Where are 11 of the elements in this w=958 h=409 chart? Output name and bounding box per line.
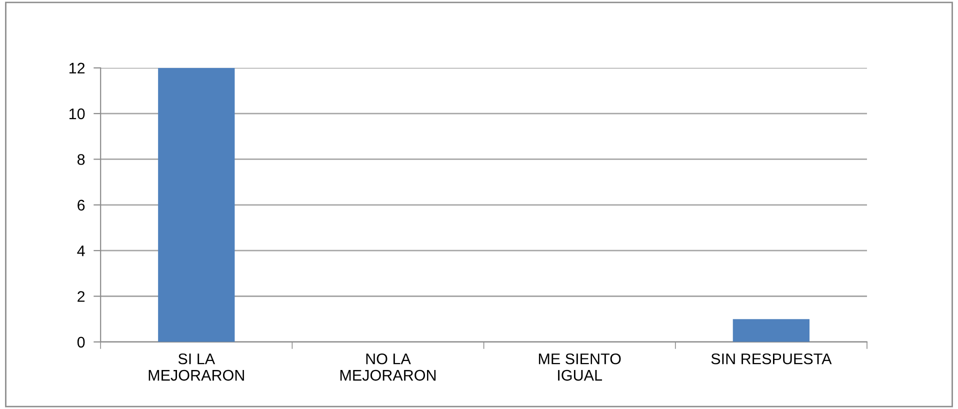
x-tick-label: SIN RESPUESTA	[711, 353, 832, 364]
y-tick-label: 10	[69, 108, 85, 120]
x-tick-label: SI LA MEJORARON	[148, 353, 244, 381]
y-tick-label: 2	[78, 291, 85, 302]
y-tick-label: 12	[69, 62, 85, 74]
x-tick-label: ME SIENTO IGUAL	[538, 353, 621, 381]
y-tick-label: 4	[77, 246, 85, 256]
y-tick-label: 6	[78, 200, 85, 211]
y-tick-label: 0	[77, 336, 85, 348]
x-tick-label: NO LA MEJORARON	[340, 353, 436, 381]
y-tick-label: 8	[77, 154, 85, 165]
